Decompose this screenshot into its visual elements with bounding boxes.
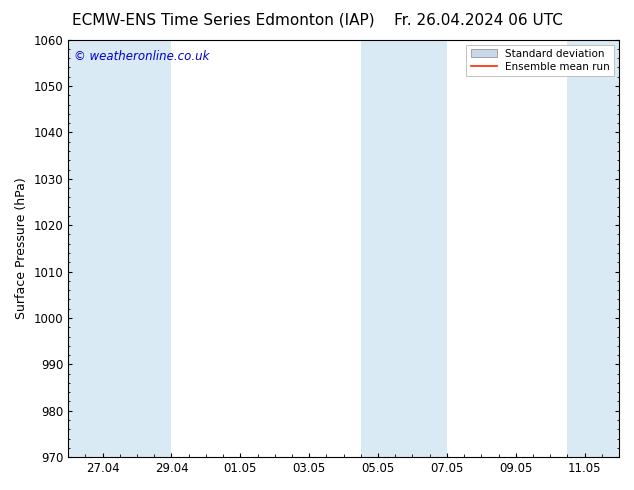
Legend: Standard deviation, Ensemble mean run: Standard deviation, Ensemble mean run	[467, 45, 614, 76]
Text: ECMW-ENS Time Series Edmonton (IAP)    Fr. 26.04.2024 06 UTC: ECMW-ENS Time Series Edmonton (IAP) Fr. …	[72, 12, 562, 27]
Y-axis label: Surface Pressure (hPa): Surface Pressure (hPa)	[15, 177, 28, 319]
Bar	[68, 40, 120, 457]
Bar	[395, 40, 447, 457]
Bar	[567, 40, 619, 457]
Text: © weatheronline.co.uk: © weatheronline.co.uk	[74, 50, 209, 63]
Bar	[120, 40, 171, 457]
Bar	[361, 40, 395, 457]
